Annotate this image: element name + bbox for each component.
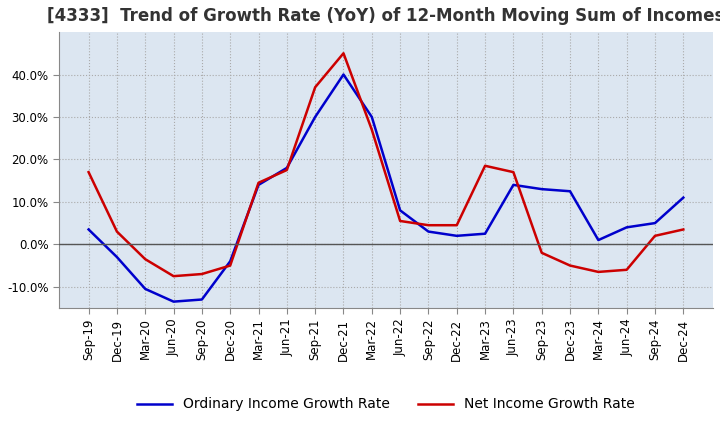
Ordinary Income Growth Rate [651, 220, 660, 226]
Ordinary Income Growth Rate [339, 72, 348, 77]
Ordinary Income Growth Rate [84, 227, 93, 232]
Ordinary Income Growth Rate [254, 182, 263, 187]
Net Income Growth Rate [226, 263, 235, 268]
Ordinary Income Growth Rate [197, 297, 206, 302]
Ordinary Income Growth Rate [396, 208, 405, 213]
Net Income Growth Rate [651, 233, 660, 238]
Net Income Growth Rate [84, 169, 93, 175]
Ordinary Income Growth Rate [594, 238, 603, 243]
Ordinary Income Growth Rate [537, 187, 546, 192]
Net Income Growth Rate [282, 167, 291, 172]
Net Income Growth Rate [566, 263, 575, 268]
Net Income Growth Rate [622, 267, 631, 272]
Ordinary Income Growth Rate [452, 233, 461, 238]
Ordinary Income Growth Rate [481, 231, 490, 236]
Ordinary Income Growth Rate [622, 225, 631, 230]
Title: [4333]  Trend of Growth Rate (YoY) of 12-Month Moving Sum of Incomes: [4333] Trend of Growth Rate (YoY) of 12-… [48, 7, 720, 25]
Ordinary Income Growth Rate [566, 189, 575, 194]
Net Income Growth Rate [339, 51, 348, 56]
Line: Ordinary Income Growth Rate: Ordinary Income Growth Rate [89, 74, 683, 302]
Net Income Growth Rate [367, 127, 376, 132]
Net Income Growth Rate [509, 169, 518, 175]
Ordinary Income Growth Rate [424, 229, 433, 234]
Net Income Growth Rate [311, 84, 320, 90]
Net Income Growth Rate [537, 250, 546, 256]
Ordinary Income Growth Rate [679, 195, 688, 200]
Ordinary Income Growth Rate [509, 182, 518, 187]
Ordinary Income Growth Rate [141, 286, 150, 292]
Net Income Growth Rate [452, 223, 461, 228]
Legend: Ordinary Income Growth Rate, Net Income Growth Rate: Ordinary Income Growth Rate, Net Income … [132, 392, 640, 417]
Net Income Growth Rate [679, 227, 688, 232]
Ordinary Income Growth Rate [112, 254, 121, 260]
Ordinary Income Growth Rate [226, 259, 235, 264]
Ordinary Income Growth Rate [367, 114, 376, 120]
Net Income Growth Rate [254, 180, 263, 185]
Net Income Growth Rate [424, 223, 433, 228]
Net Income Growth Rate [141, 257, 150, 262]
Net Income Growth Rate [112, 229, 121, 234]
Ordinary Income Growth Rate [169, 299, 178, 304]
Net Income Growth Rate [481, 163, 490, 169]
Net Income Growth Rate [169, 274, 178, 279]
Ordinary Income Growth Rate [282, 165, 291, 171]
Net Income Growth Rate [594, 269, 603, 275]
Ordinary Income Growth Rate [311, 114, 320, 120]
Line: Net Income Growth Rate: Net Income Growth Rate [89, 53, 683, 276]
Net Income Growth Rate [197, 271, 206, 277]
Net Income Growth Rate [396, 218, 405, 224]
